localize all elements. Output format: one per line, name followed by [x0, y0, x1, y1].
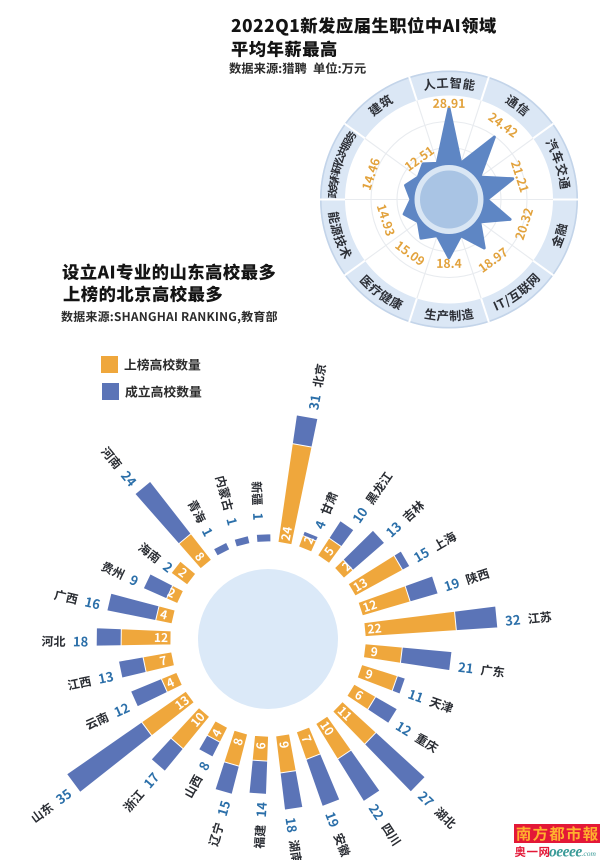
svg-text:oeeee: oeeee [549, 844, 582, 860]
svg-text:.com: .com [582, 849, 597, 858]
